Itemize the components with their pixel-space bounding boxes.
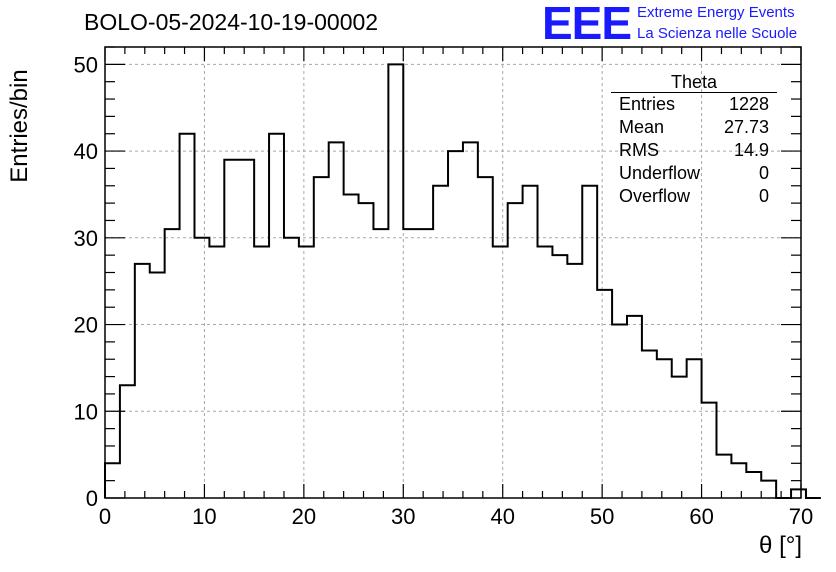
histogram-line — [104, 63, 821, 499]
histogram-bin — [508, 203, 523, 498]
stats-value: 1228 — [728, 94, 769, 114]
histogram-bin — [433, 186, 448, 498]
histogram-bin — [672, 377, 687, 498]
stats-label: Underflow — [619, 163, 701, 183]
logo-caption-line2: La Scienza nelle Scuole — [637, 25, 798, 42]
x-tick-label: 40 — [490, 504, 514, 529]
histogram-bin — [523, 186, 538, 498]
x-tick-label: 10 — [192, 504, 216, 529]
histogram-bin — [403, 229, 418, 498]
histogram-bin — [448, 151, 463, 498]
histogram-bin — [269, 134, 284, 498]
histogram-bin — [150, 273, 165, 499]
stats-row: RMS 14.9 — [611, 139, 777, 162]
y-axis-label: Entries/bin — [6, 69, 33, 183]
histogram-bin — [731, 463, 746, 498]
stats-label: Mean — [619, 117, 665, 137]
histogram-bin — [582, 186, 597, 498]
histogram-bin — [642, 351, 657, 498]
histogram-bin — [180, 134, 195, 498]
histogram-bin — [314, 177, 329, 498]
chart-title: BOLO-05-2024-10-19-00002 — [84, 9, 379, 35]
histogram-bin — [239, 160, 254, 498]
x-tick-label: 0 — [99, 504, 111, 529]
stats-label: Overflow — [619, 186, 691, 206]
histogram-bin — [224, 160, 239, 498]
histogram-bin — [120, 385, 135, 498]
stats-value: 0 — [758, 163, 769, 183]
histogram-bin — [627, 316, 642, 498]
axis-ticks — [104, 46, 802, 499]
y-tick-label: 40 — [74, 139, 98, 164]
histogram-bin — [209, 246, 224, 498]
histogram-bin — [463, 142, 478, 498]
histogram-bin — [716, 455, 731, 498]
histogram-bin — [761, 481, 776, 498]
x-tick-label: 30 — [391, 504, 415, 529]
y-tick-label: 20 — [74, 313, 98, 338]
stats-title: Theta — [611, 72, 777, 93]
stats-row: Mean 27.73 — [611, 116, 777, 139]
histogram-bin — [746, 472, 761, 498]
stats-value: 0 — [758, 186, 769, 206]
eee-logo: EEE — [542, 0, 632, 49]
y-tick-label: 10 — [74, 399, 98, 424]
x-tick-label: 70 — [789, 504, 813, 529]
histogram-bin — [165, 229, 180, 498]
histogram-bin — [135, 264, 150, 498]
histogram-series — [104, 63, 821, 499]
y-tick-label: 0 — [86, 486, 98, 511]
stats-value: 27.73 — [723, 117, 769, 137]
histogram-bin — [418, 229, 433, 498]
histogram-bin — [538, 246, 553, 498]
stats-row: Overflow 0 — [611, 185, 777, 208]
histogram-bin — [478, 177, 493, 498]
x-tick-label: 60 — [689, 504, 713, 529]
histogram-bin — [373, 229, 388, 498]
stats-label: Entries — [619, 94, 676, 114]
histogram-bin — [657, 359, 672, 498]
histogram-bin — [791, 489, 806, 498]
histogram-bin — [194, 238, 209, 498]
histogram-bin — [687, 359, 702, 498]
histogram-bin — [299, 246, 314, 498]
histogram-bin — [254, 246, 269, 498]
histogram-bin — [567, 264, 582, 498]
y-tick-label: 50 — [74, 52, 98, 77]
stats-label: RMS — [619, 140, 659, 160]
histogram-bin — [702, 403, 717, 498]
histogram-bin — [493, 246, 508, 498]
x-tick-label: 50 — [590, 504, 614, 529]
logo-caption-line1: Extreme Energy Events — [637, 4, 795, 21]
stats-row: Underflow 0 — [611, 162, 777, 185]
histogram-bin — [552, 255, 567, 498]
histogram-bin — [388, 64, 403, 498]
histogram-bin — [359, 203, 374, 498]
histogram-bin — [284, 238, 299, 498]
histogram-bin — [597, 290, 612, 498]
stats-box: Theta Entries 1228 Mean 27.73 RMS 14.9 Underfl… — [611, 72, 777, 208]
histogram-bin — [329, 142, 344, 498]
histogram-bin — [344, 194, 359, 498]
x-axis-label: θ [°] — [759, 532, 802, 559]
tick-labels: 0 10 20 30 40 50 60 70 0 10 20 30 40 50 — [74, 52, 814, 529]
histogram-bin — [612, 325, 627, 498]
stats-row: Entries 1228 — [611, 93, 777, 116]
stats-value: 14.9 — [733, 140, 769, 160]
x-tick-label: 20 — [292, 504, 316, 529]
y-tick-label: 30 — [74, 226, 98, 251]
